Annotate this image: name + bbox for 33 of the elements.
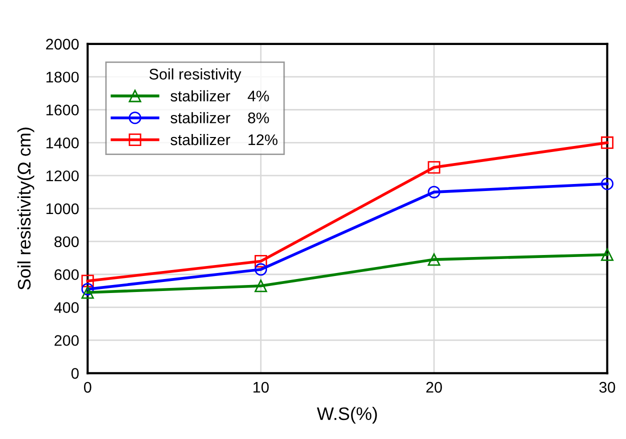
point (600, 178, 614, 190)
x-tick-label: 10 (254, 382, 269, 393)
y-tick-label: 600 (54, 269, 79, 280)
legend-label: stabilizer 4% (170, 90, 269, 102)
point (600, 136, 614, 149)
y-tick-label: 1000 (46, 203, 79, 214)
point (254, 254, 268, 268)
y-tick-label: 800 (54, 236, 79, 248)
x-tick-label: 20 (426, 382, 442, 393)
point (81, 286, 94, 299)
x-tick-label: 30 (599, 382, 616, 393)
y-tick-label: 2000 (46, 38, 79, 50)
point (428, 186, 440, 198)
y-tick-label: 200 (54, 335, 79, 346)
x-axis-title: W.S(%) (316, 406, 377, 424)
legend-title: Soil resistivity (149, 68, 242, 83)
y-tick-label: 1400 (46, 138, 79, 148)
x-tick-label: 0 (84, 382, 92, 393)
y-tick-label: 400 (54, 302, 79, 313)
point (254, 280, 268, 292)
y-tick-label: 0 (71, 368, 79, 379)
point (254, 263, 268, 276)
y-tick-label: 1200 (46, 170, 79, 182)
point (428, 161, 440, 174)
point (600, 248, 614, 261)
point (81, 274, 94, 288)
point (428, 253, 440, 266)
legend-label: stabilizer 8% (170, 112, 269, 124)
y-axis-title: Soil resistivity(Ω cm) (17, 128, 34, 290)
y-tick-label: 1800 (46, 72, 79, 83)
legend-label: stabilizer 12% (170, 134, 278, 146)
point (81, 282, 94, 296)
y-tick-label: 1600 (46, 104, 79, 116)
